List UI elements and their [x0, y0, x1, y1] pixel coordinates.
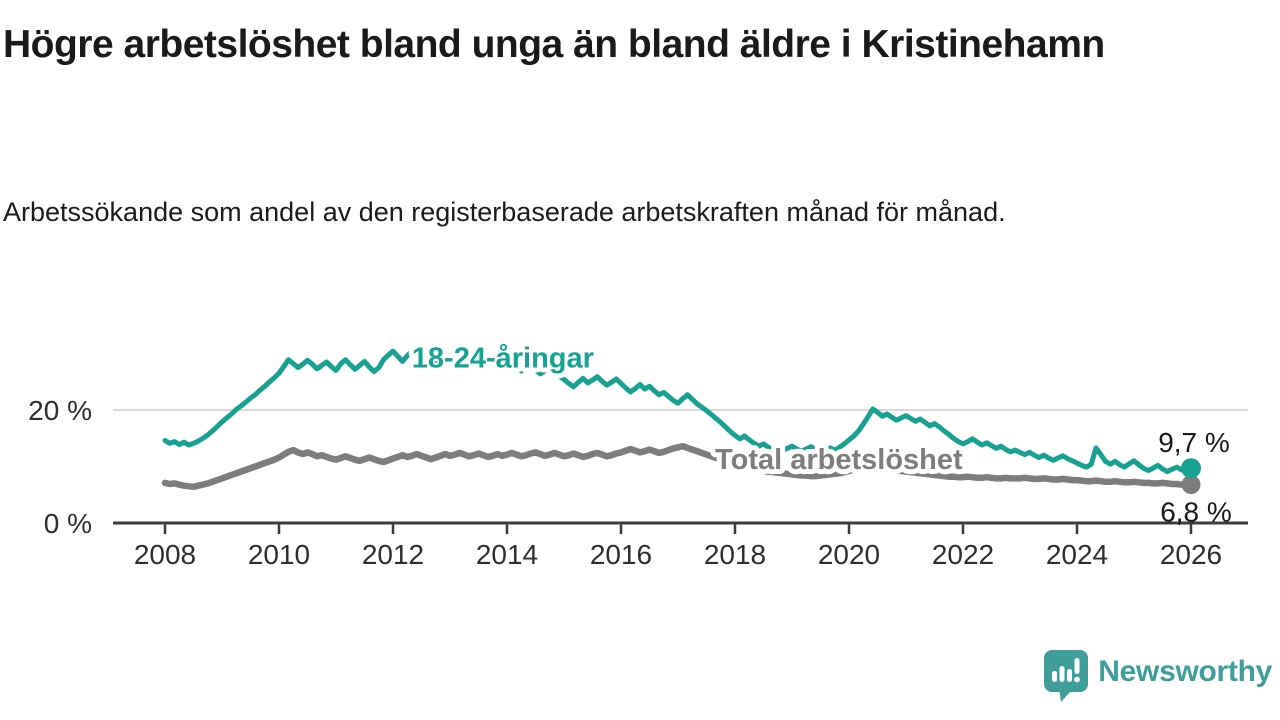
end-value-label-total: 6,8 % — [1160, 497, 1232, 528]
x-tick-label-2020: 2020 — [818, 539, 880, 570]
series-label-youth: 18-24-åringar — [412, 343, 594, 375]
unemployment-line-chart: 18-24-åringar Total arbetslöshet 2008 2010 2… — [28, 338, 1248, 570]
x-tick-label-2012: 2012 — [362, 539, 424, 570]
y-tick-label-0: 0 % — [44, 508, 92, 539]
x-tick-label-2010: 2010 — [248, 539, 310, 570]
x-tick-label-2008: 2008 — [134, 539, 196, 570]
x-tick-label-2014: 2014 — [476, 539, 538, 570]
x-tick-label-2022: 2022 — [932, 539, 994, 570]
series-label-total: Total arbetslöshet — [715, 444, 963, 476]
y-tick-label-20: 20 % — [28, 395, 92, 426]
x-tick-label-2026: 2026 — [1160, 539, 1222, 570]
x-tick-label-2016: 2016 — [590, 539, 652, 570]
page-subtitle: Arbetssökande som andel av den registerb… — [3, 197, 1006, 227]
newsworthy-logo-icon — [1044, 650, 1089, 702]
page-title: Högre arbetslöshet bland unga än bland ä… — [3, 23, 1105, 66]
newsworthy-logo-text: Newsworthy — [1098, 655, 1272, 688]
series-line-total — [161, 442, 1195, 491]
end-dot-total — [1181, 475, 1201, 495]
end-dot-youth — [1181, 458, 1201, 479]
series-line-youth — [162, 348, 1194, 475]
end-value-label-youth: 9,7 % — [1158, 427, 1230, 458]
newsworthy-logo: Newsworthy — [1043, 648, 1272, 704]
x-tick-label-2024: 2024 — [1046, 539, 1108, 570]
x-tick-label-2018: 2018 — [704, 539, 766, 570]
